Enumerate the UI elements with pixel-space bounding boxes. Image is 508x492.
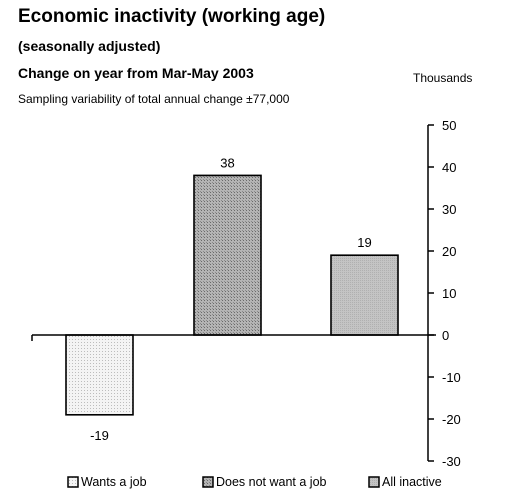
legend-swatch-wants-a-job xyxy=(67,476,79,488)
y-tick-label: 20 xyxy=(442,244,456,259)
data-label-does-not-want-a-job: 38 xyxy=(220,155,234,170)
bar-all-inactive xyxy=(330,254,399,336)
chart-subtitle-period: Change on year from Mar-May 2003 xyxy=(18,65,254,81)
y-tick-label: 40 xyxy=(442,160,456,175)
y-tick-label: 30 xyxy=(442,202,456,217)
bar-does-not-want-a-job xyxy=(193,174,262,336)
y-tick-label: 50 xyxy=(442,118,456,133)
chart-title: Economic inactivity (working age) xyxy=(18,6,326,27)
y-axis-units-label: Thousands xyxy=(413,71,473,85)
data-label-all-inactive: 19 xyxy=(357,235,371,250)
y-tick-label: -10 xyxy=(442,370,461,385)
data-label-wants-a-job: -19 xyxy=(90,428,109,443)
sampling-variability-note: Sampling variability of total annual cha… xyxy=(18,92,290,106)
y-tick-label: -20 xyxy=(442,412,461,427)
legend-swatch-does-not-want-a-job xyxy=(202,476,214,488)
y-tick-label: 0 xyxy=(442,328,449,343)
legend-label-does-not-want-a-job: Does not want a job xyxy=(216,475,327,489)
y-tick-label: -30 xyxy=(442,454,461,469)
y-tick-label: 10 xyxy=(442,286,456,301)
legend-label-wants-a-job: Wants a job xyxy=(81,475,147,489)
legend-label-all-inactive: All inactive xyxy=(382,475,442,489)
bar-wants-a-job xyxy=(65,334,134,416)
chart-subtitle: (seasonally adjusted) xyxy=(18,38,161,54)
legend-swatch-all-inactive xyxy=(368,476,380,488)
